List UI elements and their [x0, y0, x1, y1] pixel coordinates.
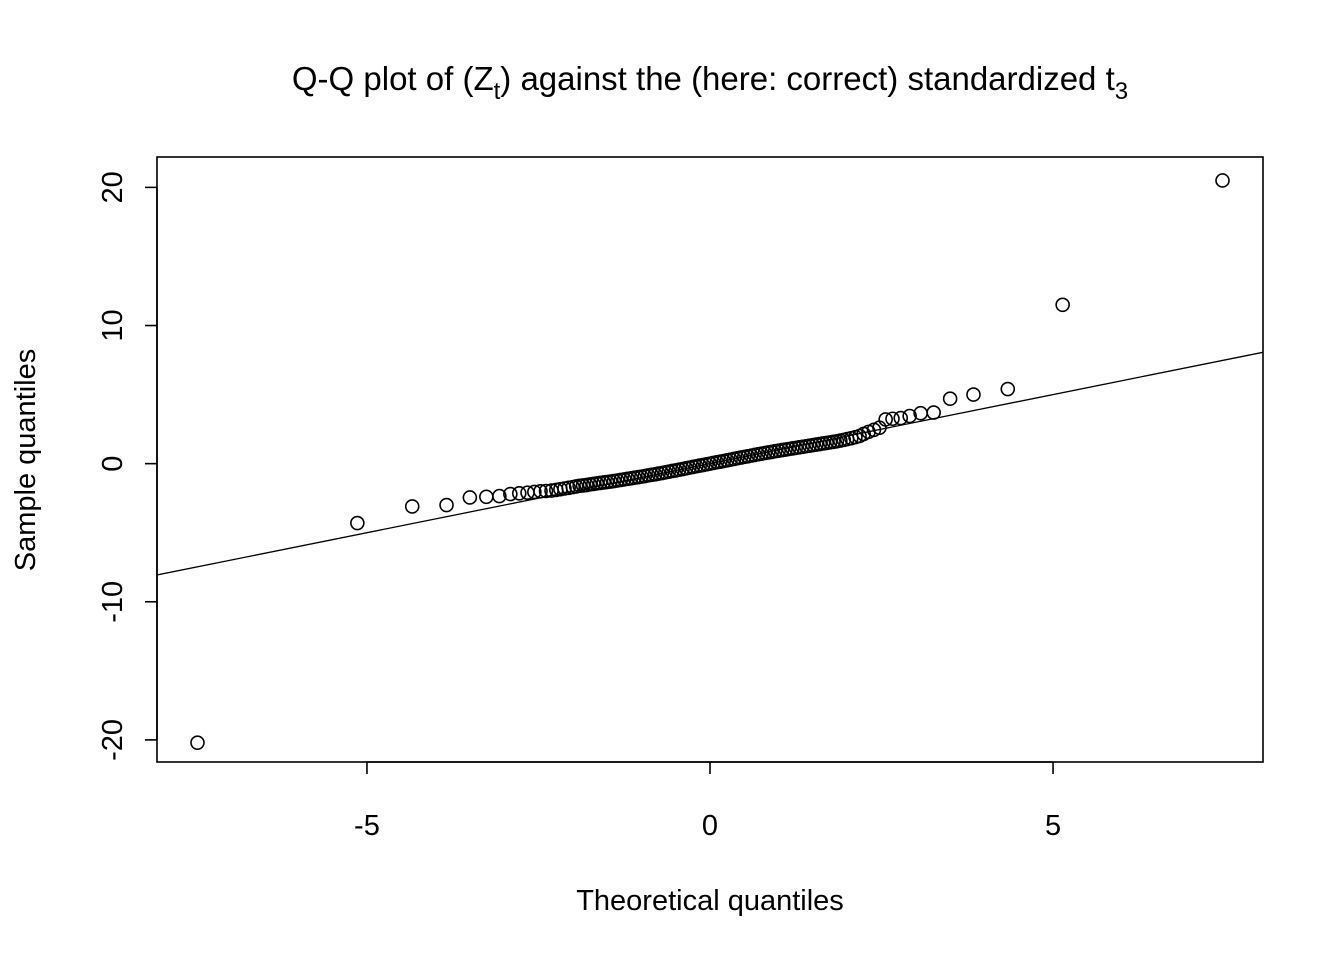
data-point — [885, 411, 900, 427]
data-point — [538, 483, 554, 499]
y-tick-label: 20 — [97, 171, 129, 203]
x-axis-label: Theoretical quantiles — [576, 885, 844, 917]
y-tick-label: 10 — [97, 309, 129, 341]
data-point — [503, 486, 518, 502]
data-point — [350, 515, 365, 531]
chart-title-middle: ) against the (here: correct) standardiz… — [500, 60, 1114, 97]
data-point — [533, 483, 548, 499]
y-axis-label: Sample quantiles — [10, 349, 42, 571]
data-point — [1215, 173, 1230, 188]
data-point — [404, 499, 420, 514]
data-point — [902, 408, 917, 424]
y-axis: -20 -10 0 10 20 — [97, 171, 158, 761]
points-layer — [190, 173, 1230, 750]
chart-title-prefix: Q-Q plot of (Z — [292, 60, 494, 97]
data-point — [878, 412, 893, 427]
data-point — [527, 484, 542, 500]
x-tick-label: -5 — [354, 810, 380, 842]
data-point — [492, 488, 507, 504]
data-point — [893, 410, 909, 426]
chart-title: Q-Q plot of (Zt) against the (here: corr… — [292, 60, 1128, 105]
x-axis: -5 0 5 — [354, 761, 1061, 842]
chart-title-subscript-t: t — [494, 78, 501, 105]
data-point — [479, 489, 494, 505]
data-point — [439, 497, 454, 513]
x-tick-label: 0 — [702, 810, 718, 842]
data-point — [942, 391, 958, 407]
y-tick-label: 0 — [97, 456, 129, 472]
y-tick-label: -20 — [97, 719, 129, 761]
chart-title-subscript-3: 3 — [1115, 78, 1128, 105]
data-point — [1000, 381, 1016, 397]
y-tick-label: -10 — [97, 581, 129, 623]
data-point — [190, 735, 205, 750]
data-point — [926, 405, 941, 420]
data-point — [1055, 297, 1070, 313]
x-tick-label: 5 — [1045, 810, 1061, 842]
data-point — [462, 490, 478, 505]
data-point — [511, 486, 527, 501]
data-point — [966, 387, 981, 402]
